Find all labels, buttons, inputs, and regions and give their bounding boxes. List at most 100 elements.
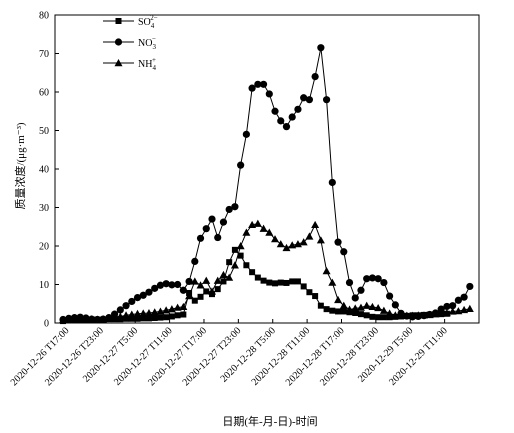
data-point-square xyxy=(380,314,387,321)
data-point-square xyxy=(306,289,313,296)
data-point-triangle xyxy=(351,304,360,312)
data-point-circle xyxy=(231,203,239,211)
data-point-circle xyxy=(466,282,474,291)
legend-item-circle: NO3− xyxy=(103,35,156,51)
data-point-circle xyxy=(277,117,285,125)
legend-item-square: SO42− xyxy=(103,14,158,30)
data-point-square xyxy=(277,279,284,286)
data-point-triangle xyxy=(265,228,274,236)
y-tick-label: 70 xyxy=(39,49,49,60)
data-point-triangle xyxy=(339,301,348,309)
data-point-triangle xyxy=(156,307,165,315)
data-point-circle xyxy=(386,292,394,300)
data-point-circle xyxy=(282,123,291,131)
data-point-circle xyxy=(185,277,193,286)
x-tick-label: 2020-12-29 T11:00 xyxy=(387,325,450,388)
data-point-circle xyxy=(294,105,302,113)
data-point-square xyxy=(123,315,130,322)
data-point-circle xyxy=(363,275,371,283)
data-point-circle xyxy=(259,80,268,88)
data-point-triangle xyxy=(299,238,308,246)
data-point-square xyxy=(231,246,238,253)
data-point-square xyxy=(363,312,370,319)
data-point-triangle xyxy=(276,240,285,248)
x-tick-label: 2020-12-28 T23:00 xyxy=(318,325,381,388)
data-point-circle xyxy=(139,291,147,299)
data-point-circle xyxy=(300,94,308,102)
x-tick-label: 2020-12-26 T17:00 xyxy=(9,325,72,388)
data-point-triangle xyxy=(144,308,153,317)
y-axis-title: 质量浓度/(μg·m⁻³) xyxy=(13,122,27,209)
data-point-square xyxy=(272,280,279,287)
data-point-circle xyxy=(305,96,313,104)
data-point-square xyxy=(174,312,181,319)
data-point-triangle xyxy=(288,241,297,249)
data-point-square xyxy=(260,277,267,284)
data-point-triangle xyxy=(179,302,188,311)
data-point-square xyxy=(317,302,324,309)
y-tick-label: 80 xyxy=(39,11,49,22)
y-tick-label: 0 xyxy=(44,319,49,330)
data-point-triangle xyxy=(271,235,280,243)
data-point-triangle xyxy=(437,309,446,317)
data-point-square xyxy=(243,262,250,269)
data-point-square xyxy=(203,288,210,295)
data-point-square xyxy=(369,313,376,320)
data-point-circle xyxy=(454,296,462,304)
data-point-circle xyxy=(328,178,336,187)
data-point-square xyxy=(214,286,221,293)
data-point-circle xyxy=(151,284,159,292)
data-point-triangle xyxy=(334,295,343,304)
data-point-square xyxy=(289,278,296,285)
data-point-square xyxy=(300,283,307,290)
data-point-square xyxy=(191,297,198,304)
data-point-square xyxy=(220,278,227,285)
data-point-square xyxy=(283,279,290,286)
data-point-triangle xyxy=(431,310,440,318)
data-point-circle xyxy=(196,234,205,242)
data-point-square xyxy=(168,313,175,320)
data-point-circle xyxy=(368,274,377,282)
data-point-circle xyxy=(116,306,124,314)
data-point-square xyxy=(128,315,135,322)
data-point-triangle xyxy=(242,228,251,236)
data-point-triangle xyxy=(133,309,142,317)
data-point-triangle xyxy=(236,242,245,250)
data-point-circle xyxy=(162,280,170,288)
data-point-triangle xyxy=(425,310,434,319)
data-point-triangle xyxy=(81,314,90,322)
data-point-triangle xyxy=(282,243,291,252)
data-point-circle xyxy=(374,275,382,283)
data-point-square xyxy=(237,252,244,259)
data-point-triangle xyxy=(368,302,377,311)
data-point-triangle xyxy=(87,315,96,323)
data-point-circle xyxy=(156,281,165,289)
data-point-triangle xyxy=(362,301,371,309)
data-point-circle xyxy=(122,302,130,310)
data-point-triangle xyxy=(59,315,68,324)
data-point-circle xyxy=(128,297,136,306)
x-tick-label: 2020-12-28 T17:00 xyxy=(284,325,347,388)
y-tick-label: 60 xyxy=(39,88,49,99)
series-triangle xyxy=(59,219,474,324)
data-point-circle xyxy=(317,44,325,52)
data-point-triangle xyxy=(162,306,171,314)
x-axis-title: 日期(年-月-日)-时间 xyxy=(222,414,317,428)
data-point-triangle xyxy=(460,305,469,314)
data-point-circle xyxy=(208,215,216,223)
data-point-circle xyxy=(443,302,451,311)
data-point-circle xyxy=(265,90,273,98)
data-point-circle xyxy=(449,302,457,310)
data-point-circle xyxy=(357,286,365,294)
legend-label: NO3− xyxy=(138,35,156,51)
data-point-triangle xyxy=(414,311,423,319)
data-point-triangle xyxy=(213,276,222,284)
data-point-triangle xyxy=(316,236,325,244)
data-point-circle xyxy=(351,294,359,302)
data-point-square xyxy=(134,315,141,322)
data-point-circle xyxy=(391,301,399,309)
data-point-triangle xyxy=(230,261,239,269)
data-point-square xyxy=(312,293,319,300)
x-tick-label: 2020-12-26 T23:00 xyxy=(43,325,106,388)
data-point-triangle xyxy=(202,276,211,284)
